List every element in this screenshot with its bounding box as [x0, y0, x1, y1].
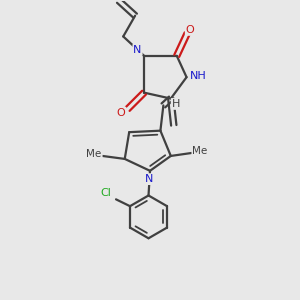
Text: O: O: [117, 108, 125, 118]
Text: O: O: [186, 25, 194, 35]
Text: NH: NH: [190, 71, 206, 81]
Text: Me: Me: [192, 146, 208, 157]
Text: Cl: Cl: [101, 188, 112, 197]
Text: H: H: [172, 99, 180, 109]
Text: N: N: [133, 45, 142, 55]
Text: N: N: [145, 174, 154, 184]
Text: Me: Me: [86, 149, 102, 160]
